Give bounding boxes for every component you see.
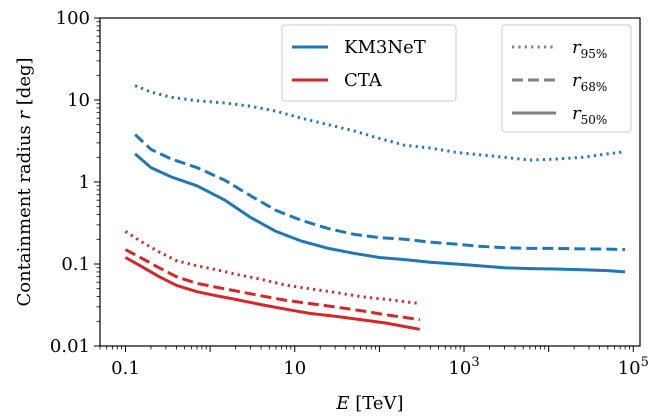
x-tick-label: 10 — [283, 358, 306, 379]
legend-linestyle-box — [501, 24, 632, 133]
legend-label-r95: r95% — [572, 37, 607, 61]
legend-var: r — [572, 37, 582, 58]
series-layer — [124, 84, 626, 331]
legend-label-km3net: KM3NeT — [344, 37, 426, 58]
legend-experiment: KM3NeT CTA — [281, 24, 457, 102]
legend-label-cta: CTA — [344, 70, 383, 91]
series-line-cta-r50 — [124, 256, 421, 331]
y-axis-var: r — [14, 110, 35, 120]
legend-label-r50: r50% — [572, 103, 607, 127]
x-tick-base: 10 — [618, 358, 641, 379]
x-axis-unit: [TeV] — [350, 393, 404, 414]
x-tick-exp: 3 — [471, 355, 479, 370]
y-axis-title: Containment radius r [deg] — [14, 57, 35, 306]
series-line-cta-r68 — [124, 248, 421, 322]
series-line-km3net-r95 — [134, 84, 626, 162]
y-tick-label: 10 — [67, 90, 90, 111]
y-tick-label: 100 — [56, 8, 90, 29]
x-axis-title: E [TeV] — [335, 393, 403, 414]
y-tick-label: 1 — [79, 172, 90, 193]
y-axis-post: [deg] — [14, 57, 35, 110]
series-line-cta-r95 — [124, 230, 420, 305]
x-tick-exp: 5 — [641, 355, 648, 370]
y-axis-pre: Containment radius — [14, 120, 35, 307]
legend-subscript: 68% — [581, 80, 608, 94]
legend-subscript: 50% — [581, 113, 608, 127]
x-tick-label: 105 — [618, 355, 648, 379]
legend-var: r — [572, 70, 582, 91]
x-tick-label: 103 — [448, 355, 479, 379]
legend-experiment-box — [281, 24, 457, 102]
x-tick-base: 10 — [448, 358, 471, 379]
legend-label-r68: r68% — [572, 70, 607, 94]
y-tick-label: 0.1 — [61, 254, 90, 275]
series-line-km3net-r50 — [134, 152, 626, 274]
y-tick-label: 0.01 — [50, 336, 90, 357]
x-tick-label: 0.1 — [111, 358, 140, 379]
legend-subscript: 95% — [581, 47, 608, 61]
legend-linestyle: r95%r68%r50% — [501, 24, 632, 133]
legend-var: r — [572, 103, 582, 124]
x-axis-var: E — [335, 393, 349, 414]
series-line-km3net-r68 — [134, 133, 626, 252]
